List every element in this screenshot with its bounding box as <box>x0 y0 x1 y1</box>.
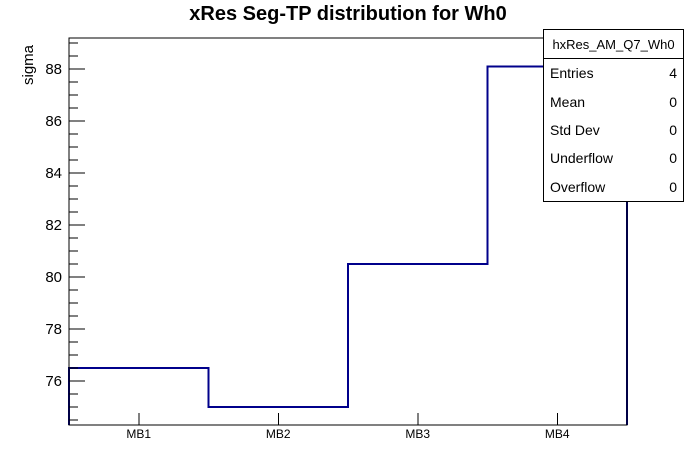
stats-row-mean: Mean 0 <box>544 87 683 115</box>
x-tick-label: MB1 <box>126 427 151 441</box>
stats-label: Std Dev <box>550 121 600 138</box>
y-tick-label: 76 <box>45 373 62 390</box>
x-tick-label: MB2 <box>266 427 291 441</box>
y-tick-label: 80 <box>45 269 62 286</box>
stats-label: Overflow <box>550 178 606 195</box>
stats-label: Mean <box>550 93 586 110</box>
stats-value: 0 <box>669 150 677 167</box>
stats-value: 0 <box>669 121 677 138</box>
plot-title: xRes Seg-TP distribution for Wh0 <box>189 3 507 25</box>
stats-label: Underflow <box>550 150 614 167</box>
y-tick-label: 88 <box>45 61 62 78</box>
y-axis-title: sigma <box>20 44 37 85</box>
stats-value: 0 <box>669 93 677 110</box>
stats-label: Entries <box>550 65 594 82</box>
plot-frame <box>68 37 628 426</box>
x-tick-label: MB3 <box>405 427 430 441</box>
y-tick-label: 86 <box>45 113 62 130</box>
stats-row-stddev: Std Dev 0 <box>544 116 683 144</box>
y-tick-label: 82 <box>45 217 62 234</box>
stats-box: hxRes_AM_Q7_Wh0 Entries 4 Mean 0 Std Dev… <box>543 29 684 202</box>
stats-row-overflow: Overflow 0 <box>544 173 683 201</box>
x-tick-label: MB4 <box>545 427 570 441</box>
stats-title: hxRes_AM_Q7_Wh0 <box>544 30 683 59</box>
stats-value: 0 <box>669 178 677 195</box>
stats-row-entries: Entries 4 <box>544 59 683 87</box>
y-tick-label: 78 <box>45 321 62 338</box>
stats-row-underflow: Underflow 0 <box>544 144 683 172</box>
y-tick-label: 84 <box>45 165 62 182</box>
stats-value: 4 <box>669 65 677 82</box>
